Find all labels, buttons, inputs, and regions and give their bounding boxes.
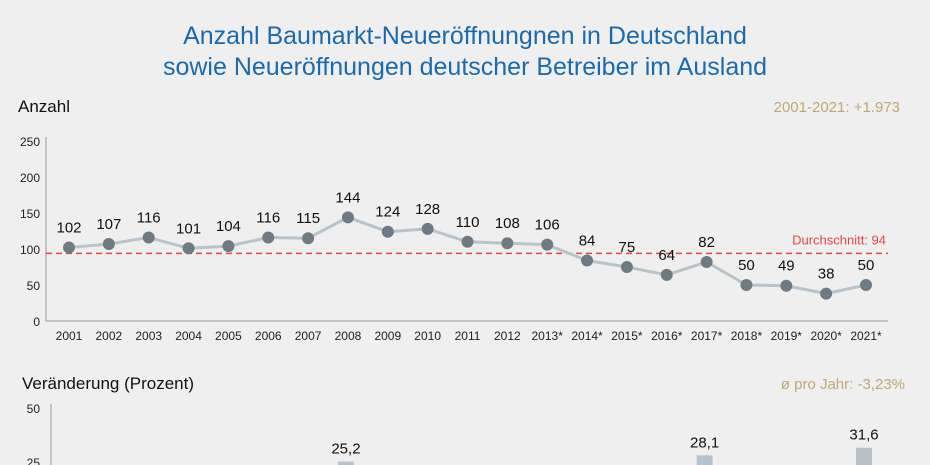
data-label: 124 bbox=[375, 204, 400, 221]
y-tick-label: 0 bbox=[33, 315, 40, 329]
title-line-1: Anzahl Baumarkt-Neueröffnungnen in Deuts… bbox=[183, 22, 747, 50]
x-tick-label: 2005 bbox=[215, 329, 242, 343]
data-label: 102 bbox=[56, 220, 81, 237]
data-point bbox=[620, 261, 633, 273]
x-tick-label: 2007 bbox=[295, 329, 322, 343]
data-label: 64 bbox=[658, 247, 675, 264]
data-label: 128 bbox=[415, 201, 440, 218]
bottom-y-axis-label: Veränderung (Prozent) bbox=[22, 374, 194, 393]
x-tick-label: 2017* bbox=[691, 329, 723, 343]
title-line-2: sowie Neueröffnungen deutscher Betreiber… bbox=[162, 53, 768, 81]
data-label: 104 bbox=[216, 218, 241, 235]
data-point bbox=[341, 211, 354, 224]
top-y-axis-label: Anzahl bbox=[18, 97, 70, 116]
data-label: 115 bbox=[296, 210, 320, 227]
data-point bbox=[461, 235, 474, 248]
bar bbox=[856, 447, 872, 465]
chart-title: Anzahl Baumarkt-Neueröffnungnen in Deuts… bbox=[0, 21, 930, 83]
data-label: 108 bbox=[495, 215, 520, 232]
data-point bbox=[142, 231, 155, 244]
data-point bbox=[820, 287, 833, 300]
data-point bbox=[660, 268, 673, 281]
x-tick-label: 2006 bbox=[255, 329, 282, 343]
data-label: 50 bbox=[738, 257, 755, 274]
y-tick-label: 100 bbox=[20, 243, 40, 257]
data-point bbox=[700, 255, 713, 268]
data-point bbox=[421, 222, 434, 235]
data-label: 84 bbox=[579, 233, 596, 250]
bar bbox=[696, 455, 713, 465]
x-tick-label: 2008 bbox=[335, 329, 362, 343]
x-tick-label: 2015* bbox=[611, 329, 643, 343]
x-tick-label: 2002 bbox=[95, 329, 122, 343]
data-label: 107 bbox=[96, 216, 121, 233]
bar bbox=[337, 461, 354, 465]
bar-label: 31,6 bbox=[849, 427, 878, 444]
data-label: 101 bbox=[176, 220, 201, 237]
data-label: 49 bbox=[778, 258, 795, 275]
bottom-y-tick-label: 25 bbox=[27, 456, 41, 465]
x-tick-label: 2003 bbox=[135, 329, 162, 343]
x-tick-label: 2001 bbox=[56, 329, 83, 343]
bar-label: 28,1 bbox=[690, 434, 719, 451]
data-point bbox=[780, 279, 793, 292]
x-tick-label: 2010 bbox=[414, 329, 441, 343]
x-tick-label: 2014* bbox=[571, 329, 603, 343]
y-tick-label: 200 bbox=[20, 171, 40, 185]
x-tick-label: 2021* bbox=[850, 329, 882, 343]
data-label: 38 bbox=[818, 266, 835, 283]
x-tick-label: 2020* bbox=[810, 329, 842, 343]
data-point bbox=[222, 240, 235, 253]
data-label: 106 bbox=[535, 217, 560, 234]
x-tick-label: 2013* bbox=[532, 329, 564, 343]
data-point bbox=[501, 237, 514, 250]
data-point bbox=[740, 279, 753, 291]
data-label: 116 bbox=[256, 209, 280, 226]
data-point bbox=[860, 279, 872, 291]
x-tick-label: 2011 bbox=[455, 329, 481, 343]
data-point bbox=[581, 254, 594, 267]
top-summary: 2001-2021: +1.973 bbox=[773, 99, 900, 116]
data-point bbox=[302, 232, 315, 245]
data-point bbox=[182, 242, 195, 255]
data-label: 110 bbox=[456, 214, 480, 231]
x-tick-label: 2019* bbox=[771, 329, 803, 343]
data-point bbox=[102, 237, 115, 250]
x-tick-label: 2004 bbox=[175, 329, 202, 343]
bar-label: 25,2 bbox=[331, 441, 360, 458]
x-tick-label: 2009 bbox=[374, 329, 401, 343]
data-point bbox=[541, 238, 554, 251]
data-label: 75 bbox=[619, 239, 636, 256]
bottom-summary: ø pro Jahr: -3,23% bbox=[780, 376, 905, 393]
x-tick-label: 2012 bbox=[494, 329, 521, 343]
y-tick-label: 250 bbox=[20, 135, 40, 149]
data-label: 116 bbox=[137, 209, 161, 226]
data-point bbox=[262, 231, 275, 244]
y-tick-label: 50 bbox=[27, 279, 41, 293]
data-point bbox=[381, 225, 394, 238]
x-tick-label: 2016* bbox=[651, 329, 683, 343]
data-point bbox=[63, 241, 75, 254]
average-label: Durchschnitt: 94 bbox=[792, 232, 886, 247]
x-tick-label: 2018* bbox=[731, 329, 763, 343]
y-tick-label: 150 bbox=[20, 207, 40, 221]
data-label: 144 bbox=[335, 189, 360, 206]
data-label: 50 bbox=[858, 257, 875, 274]
data-label: 82 bbox=[698, 234, 715, 251]
bottom-y-tick-label: 50 bbox=[27, 402, 41, 416]
